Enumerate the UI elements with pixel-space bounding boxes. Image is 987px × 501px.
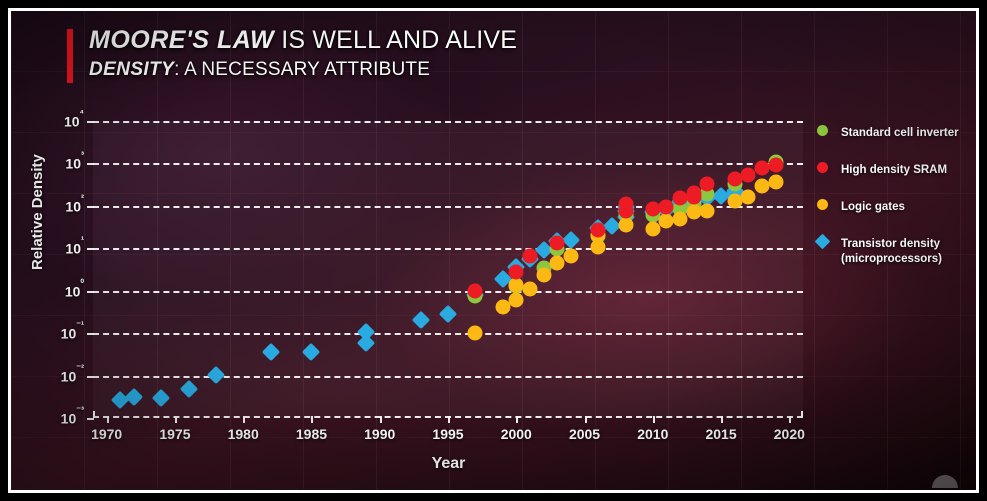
legend-item[interactable]: Logic gates [817, 197, 976, 215]
y-tick-label: 10⁻² [60, 362, 84, 384]
x-tick-label: 2005 [568, 426, 601, 442]
x-tick-label: 2010 [637, 426, 669, 442]
gridline [93, 163, 803, 166]
data-point [754, 160, 770, 176]
legend-label: Standard cell inverter [841, 127, 959, 139]
x-tick-label: 1990 [364, 426, 396, 442]
y-axis-title: Relative Density [29, 154, 46, 270]
data-point [561, 230, 581, 249]
x-tick-label: 2015 [705, 426, 737, 442]
legend-item[interactable]: Transistor density (microprocessors) [814, 233, 976, 266]
y-tick [87, 290, 94, 293]
x-tick-label: 1995 [432, 426, 464, 442]
x-tick-label: 1970 [91, 426, 123, 442]
x-tick-label: 1975 [159, 426, 191, 442]
data-point [302, 343, 321, 362]
x-axis-line [93, 416, 803, 418]
legend-label: Transistor density (microprocessors) [841, 238, 976, 266]
y-tick [87, 333, 94, 336]
data-point [699, 176, 715, 192]
y-tick-label: 10² [65, 192, 84, 215]
data-point [699, 203, 715, 219]
legend-label: Logic gates [841, 201, 905, 213]
y-tick-label: 10⁰ [64, 277, 84, 300]
y-tick-label: 10⁻³ [60, 404, 84, 427]
slide-frame: MOORE'S LAW IS WELL AND ALIVE DENSITY: A… [8, 8, 979, 493]
data-point [536, 267, 552, 283]
legend-item[interactable]: Standard cell inverter [817, 123, 976, 141]
legend-circle-icon [817, 199, 828, 210]
data-point [261, 343, 280, 362]
data-point [179, 379, 198, 399]
gridline [93, 121, 803, 123]
y-tick [87, 121, 94, 123]
y-tick [87, 248, 94, 251]
x-tick-label: 1980 [227, 426, 259, 442]
x-tick-label: 1985 [295, 426, 328, 442]
legend-label: High density SRAM [841, 164, 948, 176]
data-point [740, 167, 756, 183]
data-point [618, 196, 633, 212]
data-point [686, 189, 702, 205]
data-point [522, 248, 538, 264]
legend-circle-icon [817, 125, 828, 136]
data-point [740, 189, 756, 205]
data-point [411, 311, 430, 330]
gridline [93, 290, 803, 293]
legend-item[interactable]: High density SRAM [817, 160, 976, 178]
axis-corner-left [93, 411, 95, 418]
y-tick [87, 205, 94, 208]
y-tick [87, 163, 94, 166]
x-axis-title: Year [431, 455, 466, 472]
data-point [563, 248, 579, 264]
data-point [658, 213, 674, 229]
data-point [549, 255, 565, 271]
data-point [618, 217, 633, 233]
data-point [590, 222, 606, 238]
data-point [206, 365, 226, 384]
data-point [645, 201, 661, 217]
plot-canvas: 10⁴ 10³ 10² 10¹ 10⁰ 10⁻¹ 10⁻² 10⁻³ 1970 1975 1980… [61, 108, 805, 442]
data-point [495, 299, 511, 315]
legend-sublabel: (microprocessors) [841, 253, 942, 265]
y-tick-label: 10¹ [65, 235, 84, 257]
x-tick-label: 2020 [773, 426, 805, 442]
legend-diamond-icon [814, 233, 831, 250]
gridline [93, 333, 803, 336]
y-tick-label: 10³ [65, 150, 84, 172]
data-point [658, 199, 674, 215]
y-tick [87, 375, 94, 378]
legend: Standard cell inverter High density SRAM L… [814, 123, 976, 285]
y-tick-label: 10⁻¹ [60, 319, 84, 342]
y-tick-label: 10⁴ [63, 107, 84, 130]
legend-circle-icon [817, 162, 828, 173]
data-point [467, 325, 483, 341]
axis-corner-right [801, 411, 803, 418]
data-point [549, 235, 565, 251]
data-point [686, 204, 702, 220]
gridline [93, 248, 803, 251]
data-point [522, 281, 538, 297]
data-point [152, 388, 171, 407]
data-point [645, 221, 661, 237]
data-point [124, 387, 144, 406]
y-tick [87, 418, 94, 420]
data-point [508, 292, 524, 308]
data-point [768, 157, 784, 173]
data-point [438, 304, 458, 324]
data-point [768, 174, 784, 190]
x-tick-label: 2000 [500, 426, 532, 442]
data-point [508, 264, 524, 280]
gridline [93, 375, 803, 378]
data-point [467, 283, 483, 299]
